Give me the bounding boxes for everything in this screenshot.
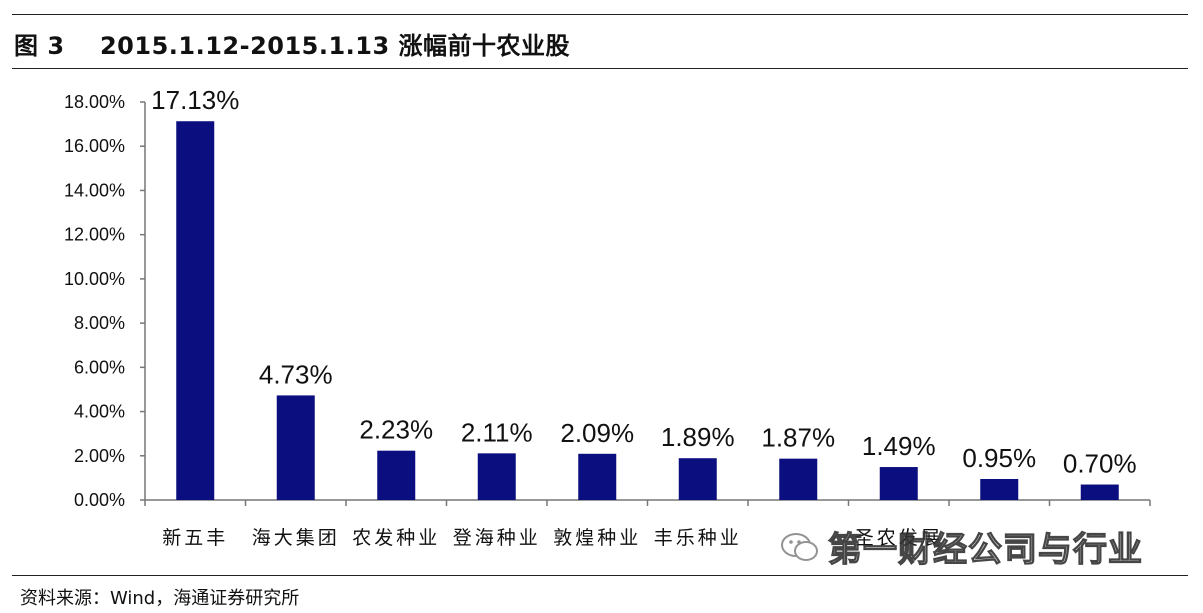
source-note: 资料来源：Wind，海通证券研究所 [20, 588, 300, 609]
watermark-text: 第一财经公司与行业 [827, 529, 1143, 570]
data-label: 4.73% [259, 359, 333, 389]
y-tick-label: 8.00% [74, 313, 125, 333]
data-label: 2.11% [461, 417, 533, 447]
bar [1080, 484, 1119, 500]
category-label: 敦煌种业 [553, 527, 641, 549]
bar [879, 467, 918, 500]
bottom-rule [12, 575, 1188, 576]
data-label: 2.09% [560, 418, 634, 448]
bar [779, 458, 818, 500]
bar-chart: 0.00% 2.00% 4.00% 6.00% 8.00% 10.00% 12.00% 14.… [64, 85, 1151, 549]
category-label: 新五丰 [162, 527, 228, 549]
y-tick-label: 2.00% [74, 446, 125, 466]
data-label: 0.70% [1063, 449, 1137, 479]
y-tick-label: 12.00% [64, 225, 125, 245]
category-label: 圣农发展 [855, 527, 943, 549]
y-tick-label: 0.00% [74, 490, 125, 510]
watermark: 第一财经公司与行业 [780, 522, 1143, 571]
y-tick-label: 4.00% [74, 402, 125, 422]
y-tick-label: 6.00% [74, 357, 125, 377]
category-label: 农发种业 [352, 527, 440, 549]
data-label: 17.13% [151, 85, 239, 115]
bar [276, 395, 315, 500]
y-tick-label: 10.00% [64, 269, 125, 289]
bar [176, 121, 215, 500]
data-label: 1.49% [862, 431, 936, 461]
bar [980, 478, 1019, 500]
data-label: 1.89% [661, 422, 735, 452]
data-label: 1.87% [761, 423, 835, 453]
top-rule [12, 14, 1188, 15]
figure-title: 图 3 2015.1.12-2015.1.13 涨幅前十农业股 [14, 32, 571, 60]
data-label: 2.23% [359, 415, 433, 445]
bar [377, 450, 416, 500]
bar [578, 453, 617, 500]
category-label: 登海种业 [453, 527, 541, 549]
data-label: 0.95% [962, 443, 1036, 473]
y-tick-label: 14.00% [64, 180, 125, 200]
bar [477, 453, 516, 500]
title-rule [12, 68, 1188, 69]
category-label: 海大集团 [252, 527, 340, 549]
y-tick-label: 18.00% [64, 92, 125, 112]
category-label: 丰乐种业 [654, 527, 742, 549]
y-tick-label: 16.00% [64, 136, 125, 156]
bar [678, 458, 717, 500]
wechat-icon [780, 531, 820, 563]
